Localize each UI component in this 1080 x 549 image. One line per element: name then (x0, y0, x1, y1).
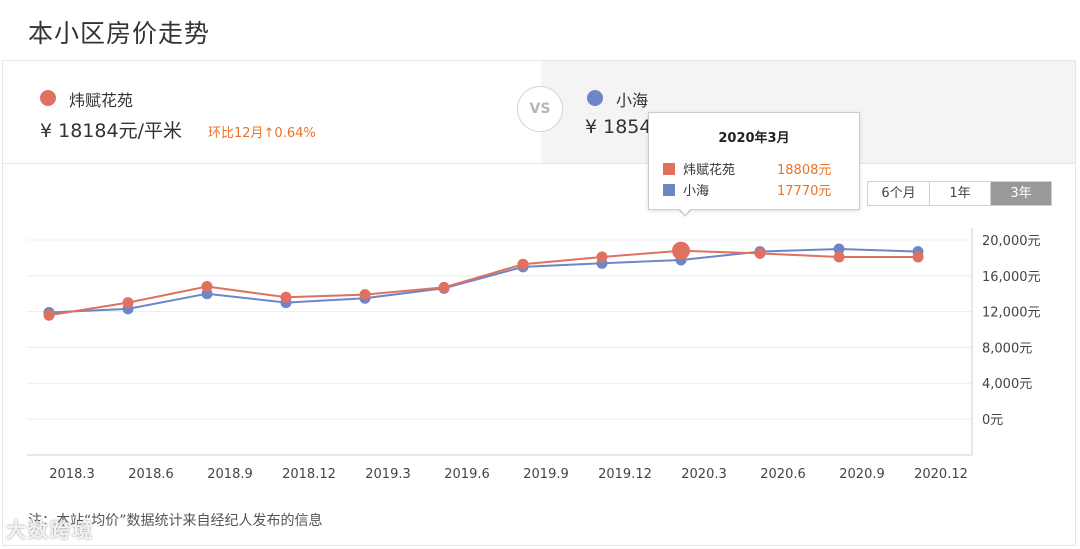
right-community-name: 小海 (616, 91, 649, 110)
data-point (438, 281, 450, 293)
series-line (48, 247, 919, 314)
right-legend-dot (587, 90, 603, 106)
tooltip-row-right: 小海 17770元 (663, 180, 847, 199)
tooltip-row-left: 炜赋花苑 18808元 (663, 159, 847, 178)
x-tick-label: 2020.6 (760, 467, 806, 482)
data-point (43, 309, 55, 321)
left-community-name: 炜赋花苑 (69, 91, 134, 110)
footnote: 注：本站“均价”数据统计来自经纪人发布的信息 (28, 513, 323, 529)
data-point (596, 251, 608, 263)
x-tick-label: 2020.3 (681, 467, 727, 482)
x-tick-label: 2018.3 (49, 467, 95, 482)
range-1-year-button[interactable]: 1年 (930, 182, 991, 205)
x-tick-label: 2019.9 (523, 467, 569, 482)
watermark: 大数跨境 (6, 518, 94, 542)
data-point (912, 251, 924, 263)
series-line (48, 249, 918, 317)
y-tick-label: 20,000元 (982, 234, 1041, 249)
x-tick-label: 2018.12 (282, 467, 336, 482)
left-community-price: ¥ 18184元/平米 (40, 120, 182, 142)
vs-badge: VS (517, 86, 563, 132)
data-point (280, 291, 292, 303)
data-point (754, 247, 766, 259)
data-point (833, 251, 845, 263)
x-tick-label: 2019.6 (444, 467, 490, 482)
tooltip-swatch-right (663, 184, 675, 196)
y-tick-label: 4,000元 (982, 377, 1032, 392)
x-tick-label: 2020.9 (839, 467, 885, 482)
y-tick-label: 8,000元 (982, 341, 1032, 356)
range-3-years-button[interactable]: 3年 (991, 182, 1051, 205)
tooltip-title: 2020年3月 (718, 131, 790, 146)
left-community: 炜赋花苑 ¥ 18184元/平米 环比12月↑0.64% (3, 61, 541, 163)
data-point (833, 243, 845, 255)
data-point (517, 258, 529, 270)
tooltip-swatch-left (663, 163, 675, 175)
range-6-months-button[interactable]: 6个月 (868, 182, 930, 205)
chart-panel (2, 60, 1076, 546)
page-title: 本小区房价走势 (28, 19, 211, 48)
chart-tooltip: 2020年3月 炜赋花苑 18808元 小海 17770元 (648, 112, 860, 210)
data-point (122, 297, 134, 309)
right-community-price: ¥ 1854 (585, 116, 652, 138)
x-tick-label: 2019.12 (598, 467, 652, 482)
tooltip-row-label: 炜赋花苑 (683, 163, 736, 178)
x-tick-label: 2019.3 (365, 467, 411, 482)
tooltip-arrow-inner (677, 206, 693, 215)
x-tick-label: 2018.9 (207, 467, 253, 482)
data-point (201, 281, 213, 292)
data-point (359, 289, 371, 301)
time-range-selector: 6个月 1年 3年 (867, 181, 1052, 206)
y-tick-label: 12,000元 (982, 306, 1041, 321)
x-tick-label: 2018.6 (128, 467, 174, 482)
tooltip-row-value: 18808元 (777, 163, 832, 178)
y-tick-label: 16,000元 (982, 270, 1041, 285)
left-legend-dot (40, 90, 56, 106)
x-tick-label: 2020.12 (914, 467, 968, 482)
y-tick-label: 0元 (982, 413, 1003, 428)
tooltip-row-label: 小海 (683, 184, 710, 199)
tooltip-row-value: 17770元 (777, 184, 832, 199)
data-point (672, 241, 690, 260)
left-price-change: 环比12月↑0.64% (208, 126, 316, 141)
